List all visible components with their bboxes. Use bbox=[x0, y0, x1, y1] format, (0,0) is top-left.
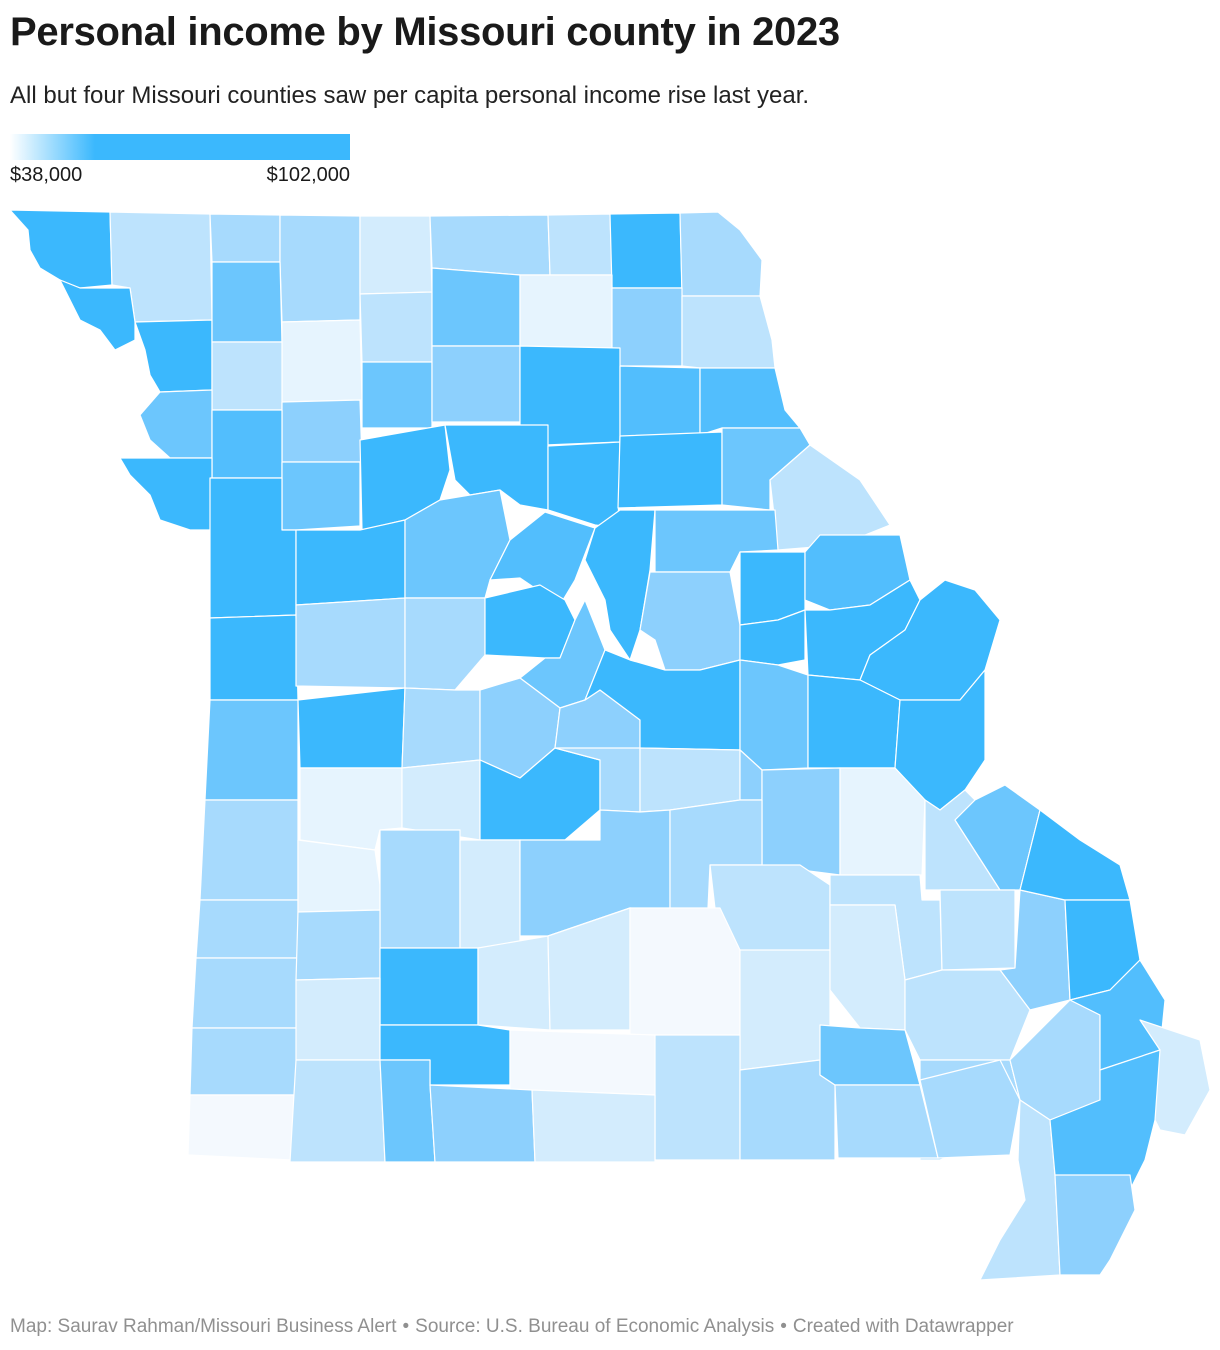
county-shape bbox=[195, 899, 299, 959]
legend-min-label: $38,000 bbox=[10, 164, 83, 186]
legend-max-label: $102,000 bbox=[266, 164, 350, 186]
county-shape bbox=[477, 935, 551, 1031]
county-shape bbox=[547, 441, 621, 529]
county-shape bbox=[134, 319, 213, 393]
county-shape bbox=[839, 767, 926, 876]
county-shape bbox=[379, 829, 461, 949]
county-shape bbox=[9, 209, 113, 289]
legend-gradient-bar bbox=[10, 134, 350, 160]
county-shape bbox=[295, 909, 381, 981]
county-shape bbox=[59, 279, 136, 351]
county-shape bbox=[681, 295, 776, 369]
county-shape bbox=[281, 461, 361, 531]
map-svg bbox=[9, 209, 1211, 1281]
county-shape bbox=[139, 389, 213, 459]
footer-separator: • bbox=[780, 1316, 787, 1337]
legend-labels: $38,000 $102,000 bbox=[10, 164, 350, 194]
chart-subtitle: All but four Missouri counties saw per c… bbox=[10, 82, 810, 109]
county-shape bbox=[1054, 1174, 1136, 1276]
county-shape bbox=[679, 211, 763, 297]
county-shape bbox=[919, 1059, 1021, 1159]
county-shape bbox=[609, 212, 683, 289]
county-shape bbox=[509, 1029, 659, 1096]
county-shape bbox=[444, 424, 549, 511]
county-shape bbox=[379, 947, 479, 1026]
chart-title: Personal income by Missouri county in 20… bbox=[10, 10, 840, 54]
color-legend: $38,000 $102,000 bbox=[10, 134, 350, 194]
county-shape bbox=[295, 977, 381, 1061]
county-shape bbox=[611, 287, 683, 367]
county-shape bbox=[281, 319, 363, 403]
county-shape bbox=[297, 687, 406, 769]
footer-separator: • bbox=[402, 1316, 410, 1337]
county-shape bbox=[1019, 809, 1131, 901]
county-shape bbox=[359, 215, 433, 295]
county-shape bbox=[761, 767, 841, 876]
county-shape bbox=[739, 949, 831, 1071]
county-shape bbox=[429, 214, 551, 276]
county-shape bbox=[191, 957, 299, 1029]
county-shape bbox=[401, 687, 481, 769]
county-shape bbox=[204, 699, 299, 801]
county-shape bbox=[519, 274, 613, 349]
county-shape bbox=[829, 904, 906, 1031]
missouri-county-map bbox=[0, 200, 1220, 1290]
county-shape bbox=[639, 571, 741, 671]
county-shape bbox=[617, 431, 723, 509]
county-shape bbox=[379, 1059, 436, 1163]
county-shape bbox=[459, 839, 521, 949]
county-shapes bbox=[9, 209, 1211, 1281]
county-shape bbox=[279, 214, 361, 323]
county-shape bbox=[904, 969, 1031, 1061]
county-shape bbox=[359, 291, 433, 363]
map-credit: Map: Saurav Rahman/Missouri Business Ale… bbox=[10, 1316, 397, 1337]
county-shape bbox=[189, 1027, 299, 1096]
county-shape bbox=[547, 213, 613, 276]
county-shape bbox=[211, 261, 283, 343]
county-shape bbox=[739, 659, 809, 771]
county-shape bbox=[431, 345, 521, 423]
county-shape bbox=[819, 1024, 921, 1086]
county-shape bbox=[654, 1034, 741, 1161]
data-source: Source: U.S. Bureau of Economic Analysis bbox=[415, 1316, 775, 1337]
county-shape bbox=[295, 597, 406, 689]
county-shape bbox=[429, 1084, 536, 1163]
county-shape bbox=[1069, 959, 1166, 1071]
county-shape bbox=[297, 839, 381, 913]
county-shape bbox=[401, 759, 481, 841]
county-shape bbox=[834, 1084, 939, 1159]
county-shape bbox=[209, 614, 299, 701]
county-shape bbox=[629, 907, 741, 1036]
county-shape bbox=[211, 409, 283, 479]
created-with: Created with Datawrapper bbox=[792, 1316, 1014, 1337]
county-shape bbox=[289, 1059, 386, 1163]
county-shape bbox=[281, 399, 363, 463]
county-shape bbox=[584, 509, 656, 661]
county-shape bbox=[211, 341, 283, 411]
county-shape bbox=[295, 519, 406, 606]
county-shape bbox=[119, 457, 213, 531]
county-shape bbox=[431, 267, 521, 347]
county-shape bbox=[404, 597, 486, 691]
county-shape bbox=[699, 367, 801, 436]
chart-footer: Map: Saurav Rahman/Missouri Business Ale… bbox=[10, 1316, 1014, 1338]
county-shape bbox=[939, 889, 1016, 971]
county-shape bbox=[619, 365, 701, 443]
county-shape bbox=[187, 1094, 297, 1161]
county-shape bbox=[531, 1089, 656, 1163]
county-shape bbox=[361, 361, 433, 429]
county-shape bbox=[199, 799, 299, 901]
county-shape bbox=[209, 213, 281, 263]
county-shape bbox=[489, 511, 596, 606]
